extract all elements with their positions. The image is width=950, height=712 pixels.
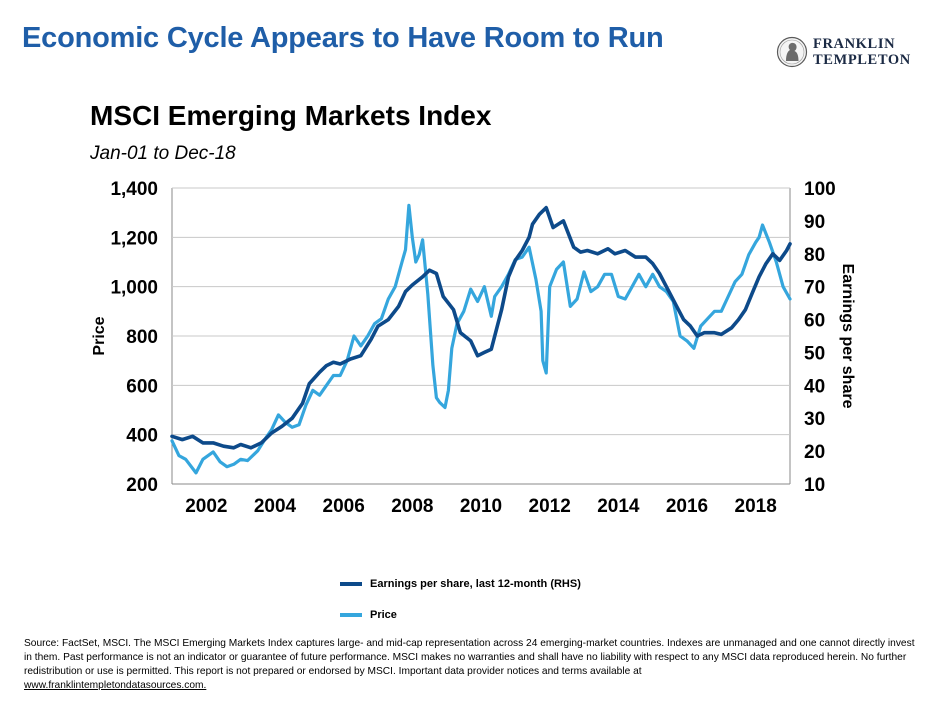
data-sources-link[interactable]: www.franklintempletondatasources.com. xyxy=(24,680,207,691)
y-tick-label: 800 xyxy=(126,327,158,348)
y2-tick-label: 80 xyxy=(804,245,825,266)
y-tick-label: 1,400 xyxy=(110,179,158,200)
chart-legend: Earnings per share, last 12-month (RHS) … xyxy=(340,577,581,639)
line-chart: 1,400 1,200 1,000 800 600 400 200 100 90 80 70 60 50… xyxy=(91,179,856,517)
x-tick-label: 2018 xyxy=(735,496,777,517)
legend-label-price: Price xyxy=(370,609,397,621)
logo-line-2: TEMPLETON xyxy=(813,52,911,68)
chart-title: MSCI Emerging Markets Index xyxy=(90,100,492,131)
y-tick-label: 1,200 xyxy=(110,228,158,249)
x-tick-label: 2014 xyxy=(597,496,640,517)
legend-swatch-price xyxy=(340,613,362,617)
y2-tick-label: 50 xyxy=(804,343,825,364)
y2-tick-label: 20 xyxy=(804,442,825,463)
legend-swatch-eps xyxy=(340,582,362,586)
x-tick-label: 2006 xyxy=(323,496,365,517)
legend-item-eps: Earnings per share, last 12-month (RHS) xyxy=(340,577,581,591)
y2-tick-label: 100 xyxy=(804,179,836,200)
source-footnote: Source: FactSet, MSCI. The MSCI Emerging… xyxy=(24,637,924,693)
x-tick-label: 2002 xyxy=(185,496,227,517)
slide-title: Economic Cycle Appears to Have Room to R… xyxy=(22,22,664,54)
y-tick-label: 200 xyxy=(126,475,158,496)
y2-tick-label: 90 xyxy=(804,212,825,233)
y2-tick-label: 40 xyxy=(804,376,825,397)
y2-tick-label: 70 xyxy=(804,278,825,299)
x-tick-label: 2012 xyxy=(529,496,571,517)
series-line-price xyxy=(170,203,792,475)
y2-tick-label: 30 xyxy=(804,409,825,430)
y2-tick-label: 60 xyxy=(804,311,825,332)
series-line-eps xyxy=(170,205,792,450)
chart-subtitle: Jan-01 to Dec-18 xyxy=(90,143,236,164)
x-tick-label: 2016 xyxy=(666,496,708,517)
logo-line-1: FRANKLIN xyxy=(813,36,896,52)
y-axis-title-price: Price xyxy=(91,316,108,355)
y-tick-label: 400 xyxy=(126,426,158,447)
franklin-templeton-logo: FRANKLIN TEMPLETON xyxy=(776,36,926,70)
y2-axis-title-eps: Earnings per share xyxy=(839,264,856,409)
y2-tick-label: 10 xyxy=(804,475,825,496)
legend-item-price: Price xyxy=(340,608,581,622)
y-tick-label: 600 xyxy=(126,376,158,397)
source-text: Source: FactSet, MSCI. The MSCI Emerging… xyxy=(24,638,915,677)
x-tick-label: 2004 xyxy=(254,496,297,517)
legend-label-eps: Earnings per share, last 12-month (RHS) xyxy=(370,578,581,590)
x-tick-label: 2010 xyxy=(460,496,502,517)
x-tick-label: 2008 xyxy=(391,496,433,517)
y-tick-label: 1,000 xyxy=(110,278,158,299)
franklin-coin-icon xyxy=(776,36,808,68)
